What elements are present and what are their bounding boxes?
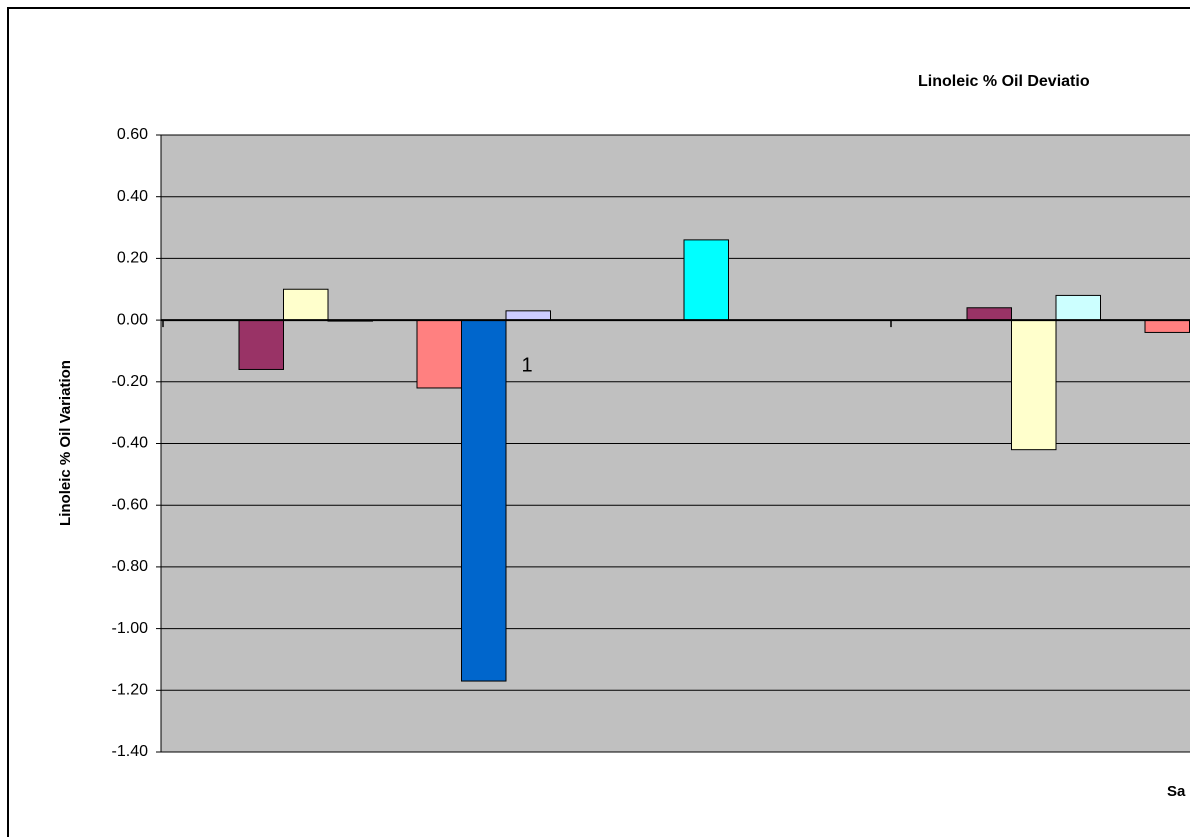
y-tick-label: -0.20 (112, 373, 149, 390)
y-tick-label: -0.40 (112, 435, 149, 452)
y-tick-label: 0.40 (117, 188, 148, 205)
y-tick-label: 0.00 (117, 311, 148, 328)
y-tick-label: -0.80 (112, 558, 149, 575)
bar (1055, 294, 1101, 321)
x-tick-label: 1 (521, 354, 532, 376)
x-axis-label: Sa (1167, 783, 1186, 800)
y-tick-label: 0.20 (117, 250, 148, 267)
y-tick-label: -1.00 (112, 620, 149, 637)
bar (238, 319, 284, 370)
bar (966, 307, 1012, 321)
chart-title: Linoleic % Oil Deviatio (918, 73, 1090, 90)
bar (1144, 319, 1190, 333)
bar (461, 319, 507, 682)
y-tick-label: -1.40 (112, 743, 149, 760)
bar (1011, 319, 1057, 451)
y-axis-label: Linoleic % Oil Variation (57, 360, 74, 526)
y-tick-label: 0.60 (117, 126, 148, 143)
y-tick-label: -1.20 (112, 682, 149, 699)
bar (283, 288, 329, 321)
bar (683, 239, 729, 321)
bar (416, 319, 462, 389)
bar (505, 310, 551, 321)
y-tick-label: -0.60 (112, 496, 149, 513)
